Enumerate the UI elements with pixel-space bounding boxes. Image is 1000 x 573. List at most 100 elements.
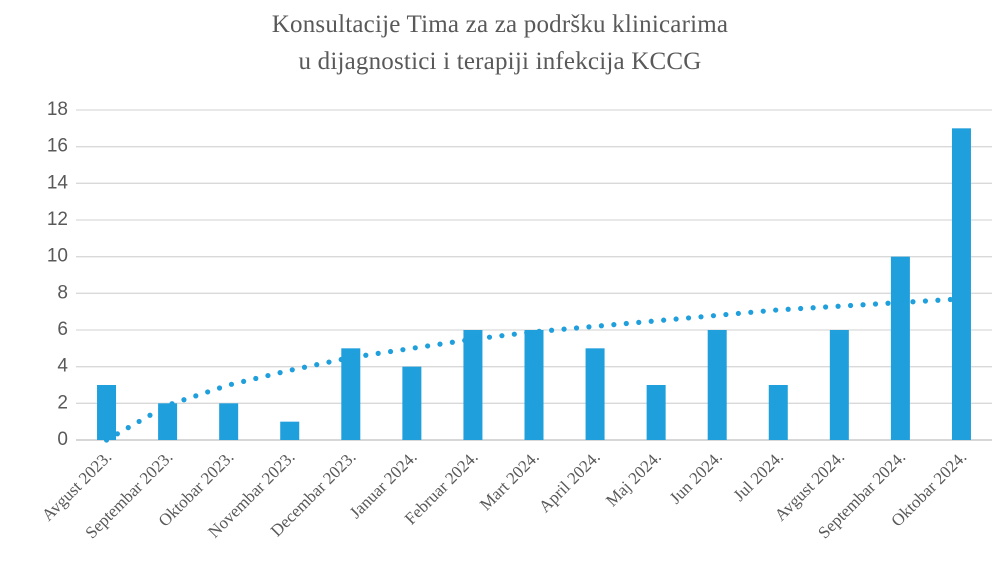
trend-dot [474,336,480,342]
bar [768,385,788,440]
x-tick-label: Maj 2024. [602,447,665,510]
trend-dot [277,370,283,376]
trend-dot [205,389,211,395]
trend-dot [810,305,816,311]
trend-dot [935,297,941,303]
bar [158,403,178,440]
bar [890,256,910,440]
trend-dot [511,331,517,337]
trend-dot [897,299,904,306]
y-tick-label: 18 [47,99,68,120]
y-tick-label: 8 [57,282,68,303]
trend-dot [685,315,692,321]
trend-dot [773,307,779,313]
y-tick-label: 4 [57,356,68,377]
trend-dot [147,412,153,418]
chart-subtitle: u dijagnostici i terapiji infekcija KCCG [298,48,701,75]
y-tick-label: 6 [57,319,68,340]
y-tick-label: 12 [47,209,68,230]
bar [463,330,483,440]
x-tick-label: April 2024. [535,447,604,516]
trend-dot [326,359,332,365]
trend-dot [748,309,754,315]
trend-dot [216,385,223,391]
trend-dot [910,299,916,305]
y-tick-label: 0 [57,429,68,450]
trend-dot [136,418,142,425]
trend-dot [673,316,679,322]
trend-dot [193,393,199,399]
trend-dot [611,322,617,328]
x-axis: Avgust 2023.Septembar 2023.Oktobar 2023.… [38,447,970,542]
trend-dot [363,352,369,358]
bar [97,385,117,440]
trend-dot [400,347,406,353]
y-tick-label: 2 [57,392,68,413]
bar [951,128,971,441]
trend-dot [885,300,891,306]
bar [280,421,300,440]
trend-dot [387,348,394,355]
y-axis: 0 2 4 6 8 10 12 14 16 18 [47,99,69,450]
trend-dot [586,324,592,330]
bar [707,330,727,440]
trend-dot [169,401,175,407]
trend-dot [486,334,493,340]
bar [524,330,544,440]
trend-dot [228,381,235,387]
trend-dot [449,339,455,345]
trend-dot [462,337,468,344]
trend-dot [710,313,717,319]
chart-title: Konsultacije Tima za za podršku klinicar… [272,11,728,38]
bar [341,348,361,440]
trend-dot [823,304,829,310]
x-tick-label: Mart 2024. [476,447,543,514]
trend-dot [947,296,953,303]
trend-dot [835,303,841,309]
trend-dot [573,325,580,331]
trend-dot [648,318,654,324]
trend-dot [314,362,320,368]
trend-dot [253,375,259,382]
y-tick-label: 10 [47,246,68,267]
trend-dot [125,425,131,431]
trend-dot [636,319,642,325]
trend-dot [241,378,247,385]
trend-dot [698,314,704,320]
trend-dot [860,302,866,308]
trend-dot [623,320,629,327]
trend-dot [735,310,741,317]
trend-dot [338,356,344,363]
x-tick-label: Jun 2024. [666,447,726,507]
trend-dot [265,372,271,379]
trend-dot [661,317,667,323]
trend-dot [760,308,766,314]
trend-dot [425,343,431,349]
trend-dot [181,397,187,403]
bar [402,366,422,440]
trend-dot [847,302,854,309]
trend-dot [437,341,443,347]
trend-dot [798,305,804,312]
trend-dot [114,431,120,437]
trend-dot [785,306,791,312]
trend-dot [412,345,418,351]
bar-layer [97,128,971,441]
trend-dot [158,406,164,412]
trend-dot [499,333,505,339]
bar [219,403,239,440]
trend-dot [301,364,308,370]
trend-dot [872,301,879,307]
trend-dot [598,323,605,329]
bar [829,330,849,440]
x-tick-label: Jul 2024. [730,447,788,505]
y-tick-label: 14 [47,172,69,193]
trend-dot [723,311,729,318]
trend-dot [350,354,357,360]
trend-dot [524,330,530,336]
bar [646,385,666,440]
trend-dot [549,327,555,333]
bar [585,348,605,440]
trend-dot [536,328,542,334]
